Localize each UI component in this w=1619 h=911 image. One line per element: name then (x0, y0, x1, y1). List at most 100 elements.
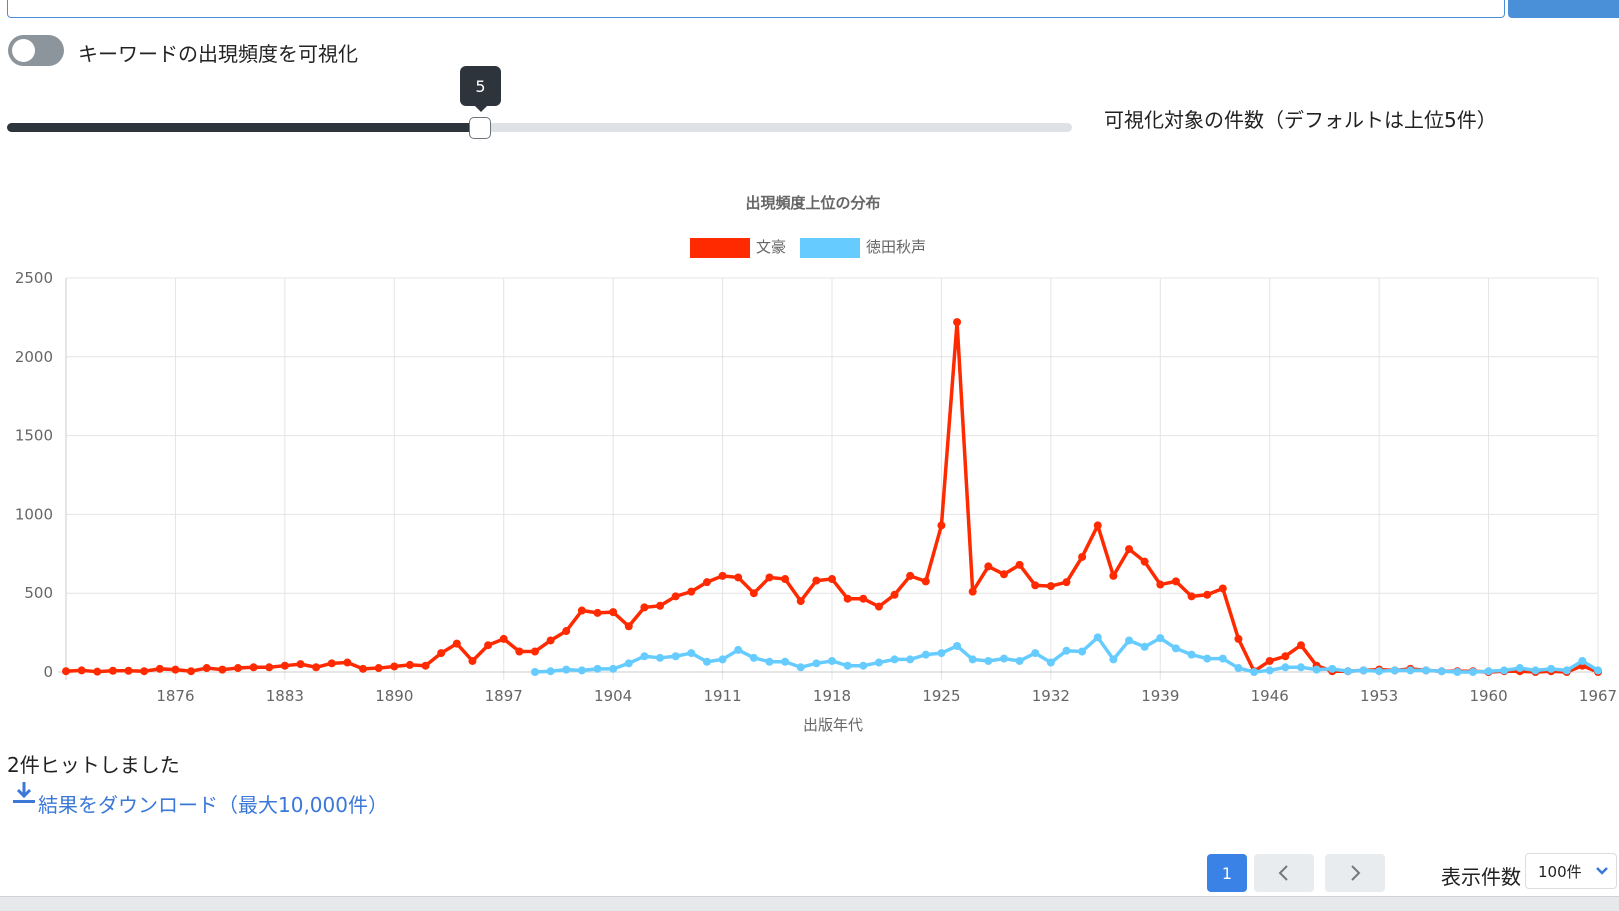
x-tick-label: 1953 (1360, 687, 1398, 705)
data-point (1422, 666, 1431, 675)
data-point (624, 659, 633, 668)
data-point (1484, 667, 1493, 676)
data-point (953, 641, 962, 650)
data-point (108, 666, 117, 675)
data-point (1562, 666, 1571, 675)
data-point (343, 658, 352, 667)
data-point (1078, 647, 1087, 656)
data-point (1187, 592, 1196, 601)
data-point (218, 665, 227, 674)
per-page-select[interactable]: 100件 (1525, 853, 1617, 889)
slider-label: 可視化対象の件数（デフォルトは上位5件） (1104, 108, 1497, 132)
data-point (1140, 557, 1149, 566)
data-point (296, 660, 305, 669)
data-point (1078, 552, 1087, 561)
data-point (812, 576, 821, 585)
data-point (562, 665, 571, 674)
data-point (890, 590, 899, 599)
data-point (593, 608, 602, 617)
data-point (249, 663, 258, 672)
data-point (921, 577, 930, 586)
data-point (609, 608, 618, 617)
data-point (452, 639, 461, 648)
data-point (812, 659, 821, 668)
data-point (390, 662, 399, 671)
data-point (187, 667, 196, 676)
data-point (1250, 668, 1259, 676)
download-link[interactable]: 結果をダウンロード（最大10,000件） (38, 793, 388, 817)
data-point (77, 666, 86, 675)
data-point (374, 664, 383, 673)
data-point (718, 655, 727, 664)
data-point (624, 622, 633, 631)
data-point (953, 318, 962, 327)
x-tick-label: 1876 (156, 687, 194, 705)
data-point (155, 664, 164, 673)
per-page-value: 100件 (1538, 862, 1582, 881)
data-point (1031, 581, 1040, 590)
data-point (577, 606, 586, 615)
toggle-switch[interactable] (8, 35, 64, 66)
data-point (1109, 655, 1118, 664)
data-point (546, 667, 555, 676)
data-point (1312, 665, 1321, 674)
x-tick-label: 1897 (485, 687, 523, 705)
y-tick-label: 1500 (15, 427, 53, 445)
data-point (1125, 636, 1134, 645)
data-point (1046, 658, 1055, 667)
data-point (1203, 654, 1212, 663)
data-point (62, 667, 70, 676)
data-point (405, 660, 414, 669)
data-point (843, 594, 852, 603)
data-point (640, 603, 649, 612)
result-count: 2件ヒットしました (7, 753, 180, 777)
data-point (515, 647, 524, 656)
data-point (1453, 668, 1462, 676)
x-tick-label: 1932 (1032, 687, 1070, 705)
data-point (1296, 641, 1305, 650)
data-point (859, 661, 868, 670)
data-point (1547, 664, 1556, 673)
data-point (874, 658, 883, 667)
data-point (1531, 666, 1540, 675)
data-point (484, 641, 493, 650)
data-point (890, 655, 899, 664)
data-point (93, 667, 102, 676)
x-tick-label: 1960 (1469, 687, 1507, 705)
slider-thumb[interactable] (469, 117, 491, 139)
data-point (796, 663, 805, 672)
page-next[interactable] (1325, 854, 1385, 892)
data-point (1015, 656, 1024, 665)
data-point (577, 666, 586, 675)
slider-track[interactable] (7, 123, 1072, 132)
data-point (1500, 666, 1509, 675)
data-point (937, 649, 946, 658)
data-point (734, 645, 743, 654)
data-point (968, 655, 977, 664)
data-point (1328, 664, 1337, 673)
data-point (140, 667, 149, 676)
search-input[interactable] (7, 0, 1505, 18)
data-point (1343, 667, 1352, 676)
data-point (499, 634, 508, 643)
search-button[interactable] (1508, 0, 1619, 18)
data-point (421, 661, 430, 670)
data-point (437, 649, 446, 658)
data-point (671, 592, 680, 601)
page-current[interactable]: 1 (1207, 854, 1247, 892)
data-point (1265, 656, 1274, 665)
data-point (1281, 652, 1290, 661)
data-point (171, 665, 180, 674)
data-point (999, 654, 1008, 663)
data-point (1437, 667, 1446, 676)
download-icon[interactable] (12, 780, 36, 806)
data-point (1578, 656, 1587, 665)
data-point (874, 602, 883, 611)
data-point (1265, 666, 1274, 675)
data-point (562, 627, 571, 636)
data-point (734, 573, 743, 582)
page-prev[interactable] (1254, 854, 1314, 892)
data-point (1234, 664, 1243, 673)
data-point (1234, 634, 1243, 643)
data-point (1093, 633, 1102, 642)
